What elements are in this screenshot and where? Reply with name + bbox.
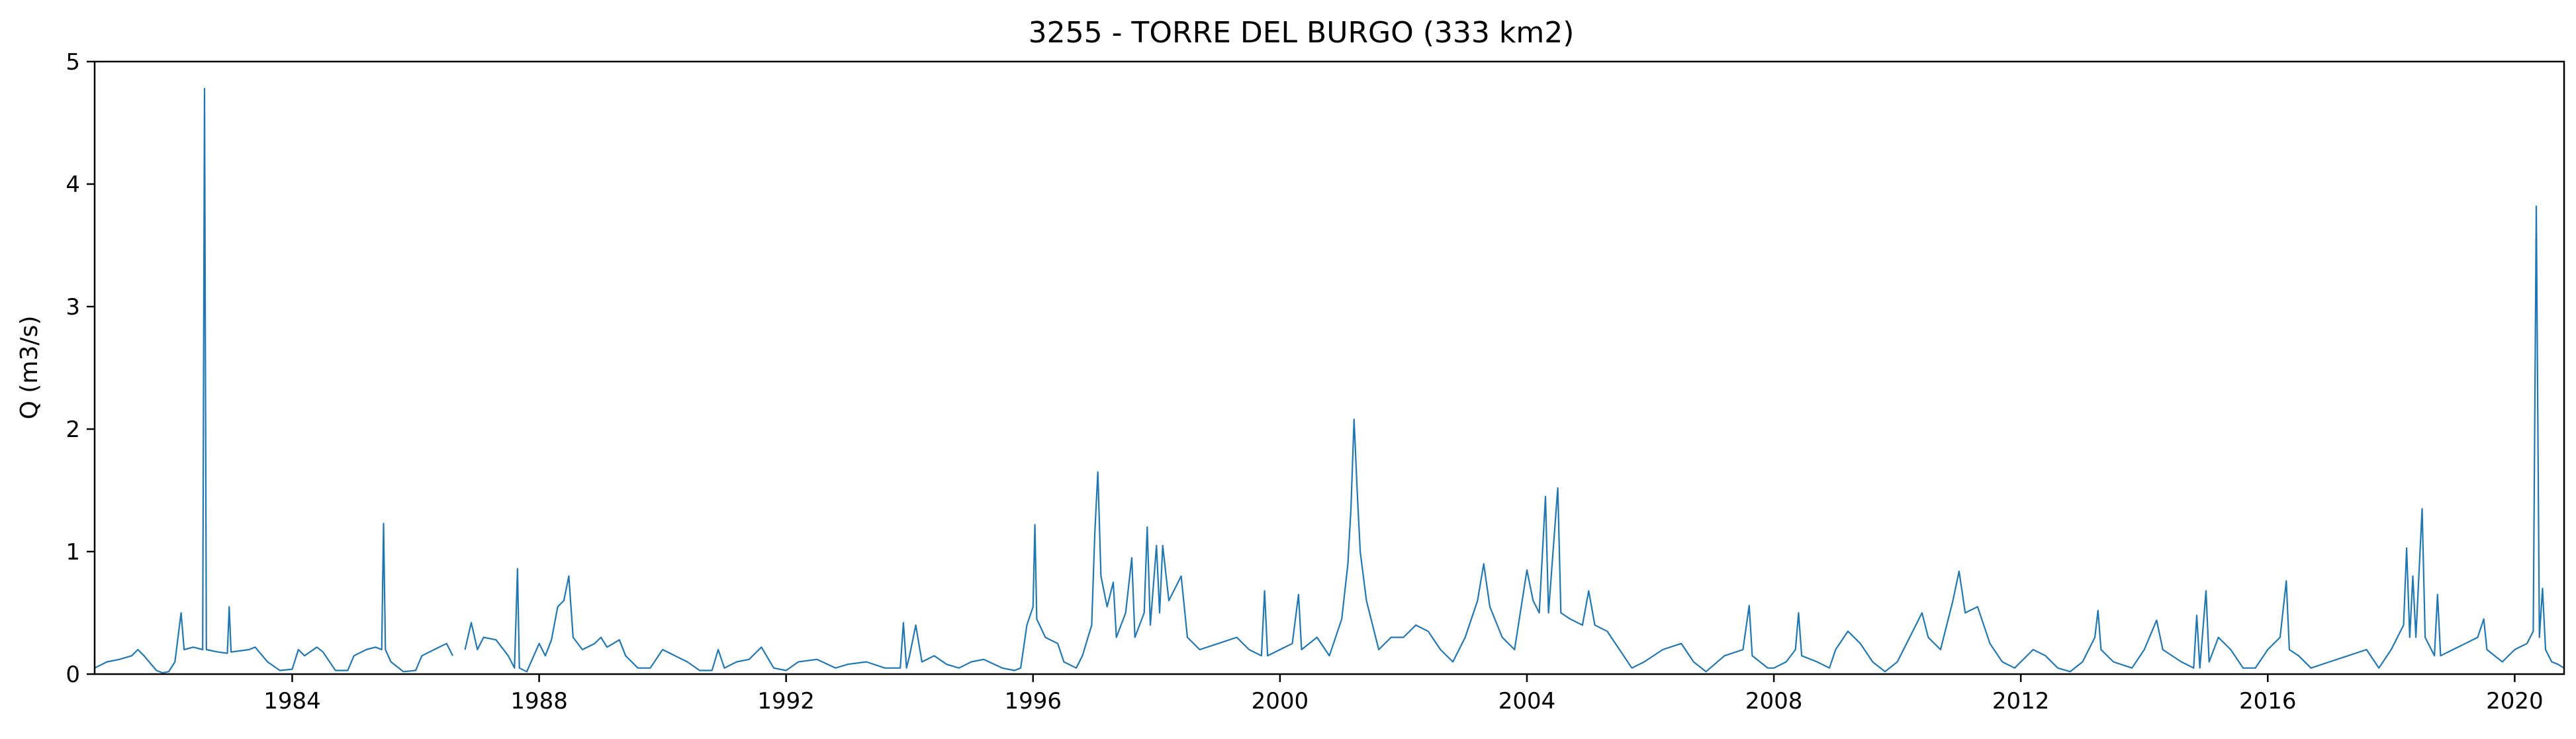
discharge-series-line	[94, 87, 453, 674]
y-tick-label: 2	[66, 417, 80, 443]
x-tick-label: 2000	[1252, 688, 1309, 714]
y-tick-label: 0	[66, 662, 80, 688]
y-tick-label: 1	[66, 539, 80, 566]
x-tick-label: 2004	[1498, 688, 1556, 714]
x-tick-label: 1992	[757, 688, 815, 714]
x-tick-label: 2012	[1992, 688, 2050, 714]
y-axis: 0 1 2 3 4 5	[66, 49, 95, 688]
x-tick-label: 2008	[1745, 688, 1803, 714]
chart-title: 3255 - TORRE DEL BURGO (333 km2)	[1029, 16, 1575, 50]
x-tick-label: 2020	[2486, 688, 2544, 714]
y-tick-label: 3	[66, 294, 80, 320]
axes-frame	[93, 60, 2565, 675]
discharge-series-line	[464, 205, 2565, 673]
x-tick-label: 1996	[1005, 688, 1062, 714]
plot-area	[94, 87, 2565, 674]
y-axis-label: Q (m3/s)	[16, 316, 43, 420]
x-tick-label: 1984	[263, 688, 321, 714]
x-tick-label: 2016	[2239, 688, 2297, 714]
y-tick-label: 4	[66, 172, 80, 198]
y-tick-label: 5	[66, 49, 80, 75]
x-tick-label: 1988	[510, 688, 568, 714]
x-axis: 1984 1988 1992 1996 2000 2004 2008 2012 2016 2020	[263, 674, 2544, 714]
